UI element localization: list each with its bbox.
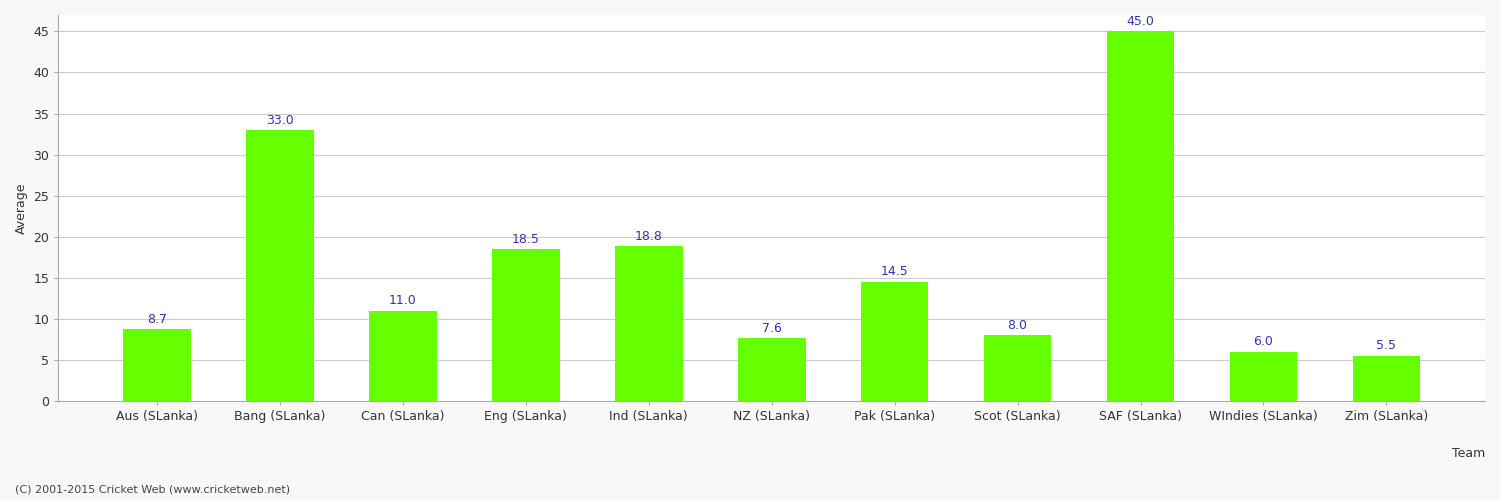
Bar [861, 282, 928, 401]
Bar [984, 335, 1052, 401]
Bar [369, 310, 436, 401]
Text: 6.0: 6.0 [1254, 336, 1274, 348]
Bar [1353, 356, 1420, 401]
Bar [738, 338, 806, 401]
Bar [615, 246, 682, 401]
Text: 5.5: 5.5 [1377, 340, 1396, 352]
Text: 14.5: 14.5 [880, 266, 909, 278]
Text: 45.0: 45.0 [1126, 15, 1155, 28]
Text: 18.5: 18.5 [512, 232, 540, 245]
Text: 11.0: 11.0 [388, 294, 417, 307]
Y-axis label: Average: Average [15, 182, 28, 234]
Text: 8.0: 8.0 [1008, 319, 1028, 332]
Text: 8.7: 8.7 [147, 313, 166, 326]
X-axis label: Team: Team [1452, 447, 1485, 460]
Bar [246, 130, 314, 401]
Bar [1107, 32, 1174, 401]
Text: 18.8: 18.8 [634, 230, 663, 243]
Text: (C) 2001-2015 Cricket Web (www.cricketweb.net): (C) 2001-2015 Cricket Web (www.cricketwe… [15, 485, 290, 495]
Bar [1230, 352, 1298, 401]
Bar [123, 330, 190, 401]
Text: 33.0: 33.0 [266, 114, 294, 126]
Text: 7.6: 7.6 [762, 322, 782, 335]
Bar [492, 249, 560, 401]
